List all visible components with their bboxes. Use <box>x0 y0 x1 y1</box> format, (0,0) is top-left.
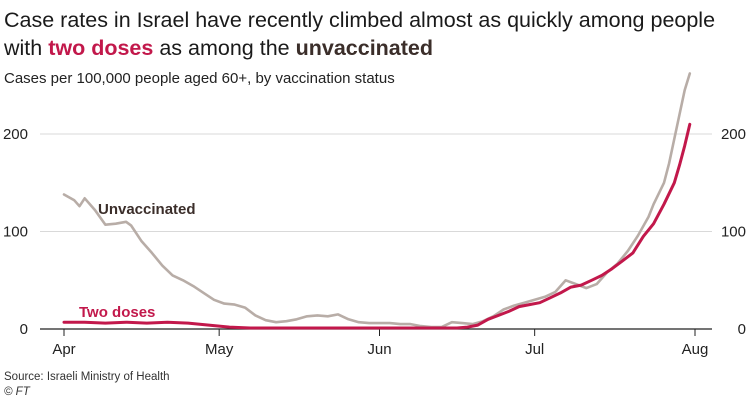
chart-subtitle: Cases per 100,000 people aged 60+, by va… <box>4 70 395 87</box>
x-tick-label-aug: Aug <box>682 341 709 358</box>
y-tick-label-right-200: 200 <box>721 126 746 143</box>
series-lines <box>62 72 692 330</box>
chart-title: Case rates in Israel have recently climb… <box>4 6 744 62</box>
title-text-part2: as among the <box>153 36 296 60</box>
series-line-two-doses <box>62 122 692 330</box>
y-tick-label-left-200: 200 <box>3 126 28 143</box>
title-unvaccinated-highlight: unvaccinated <box>295 36 434 60</box>
y-tick-label-right-100: 100 <box>721 224 746 241</box>
series-label-unvaccinated: Unvaccinated <box>98 201 196 218</box>
x-tick-label-may: May <box>205 341 234 358</box>
series-labels: Unvaccinated Two doses <box>79 201 196 321</box>
x-tick-label-jun: Jun <box>367 341 391 358</box>
series-label-two-doses: Two doses <box>79 304 155 321</box>
y-tick-label-right-0: 0 <box>738 321 746 338</box>
y-axis-labels: 0 0 100 100 200 200 <box>3 126 746 338</box>
source-note: Source: Israeli Ministry of Health <box>4 371 170 383</box>
x-tick-label-jul: Jul <box>525 341 544 358</box>
gridlines <box>40 133 712 232</box>
y-tick-label-left-100: 100 <box>3 224 28 241</box>
x-axis: Apr May Jun Jul Aug <box>40 328 712 358</box>
y-tick-label-left-0: 0 <box>20 321 28 338</box>
title-two-doses-highlight: two doses <box>48 36 154 60</box>
credit-note: © FT <box>4 386 30 398</box>
title-text-part1: Case rates in Israel have recently climb… <box>4 8 716 60</box>
x-tick-label-apr: Apr <box>52 341 75 358</box>
